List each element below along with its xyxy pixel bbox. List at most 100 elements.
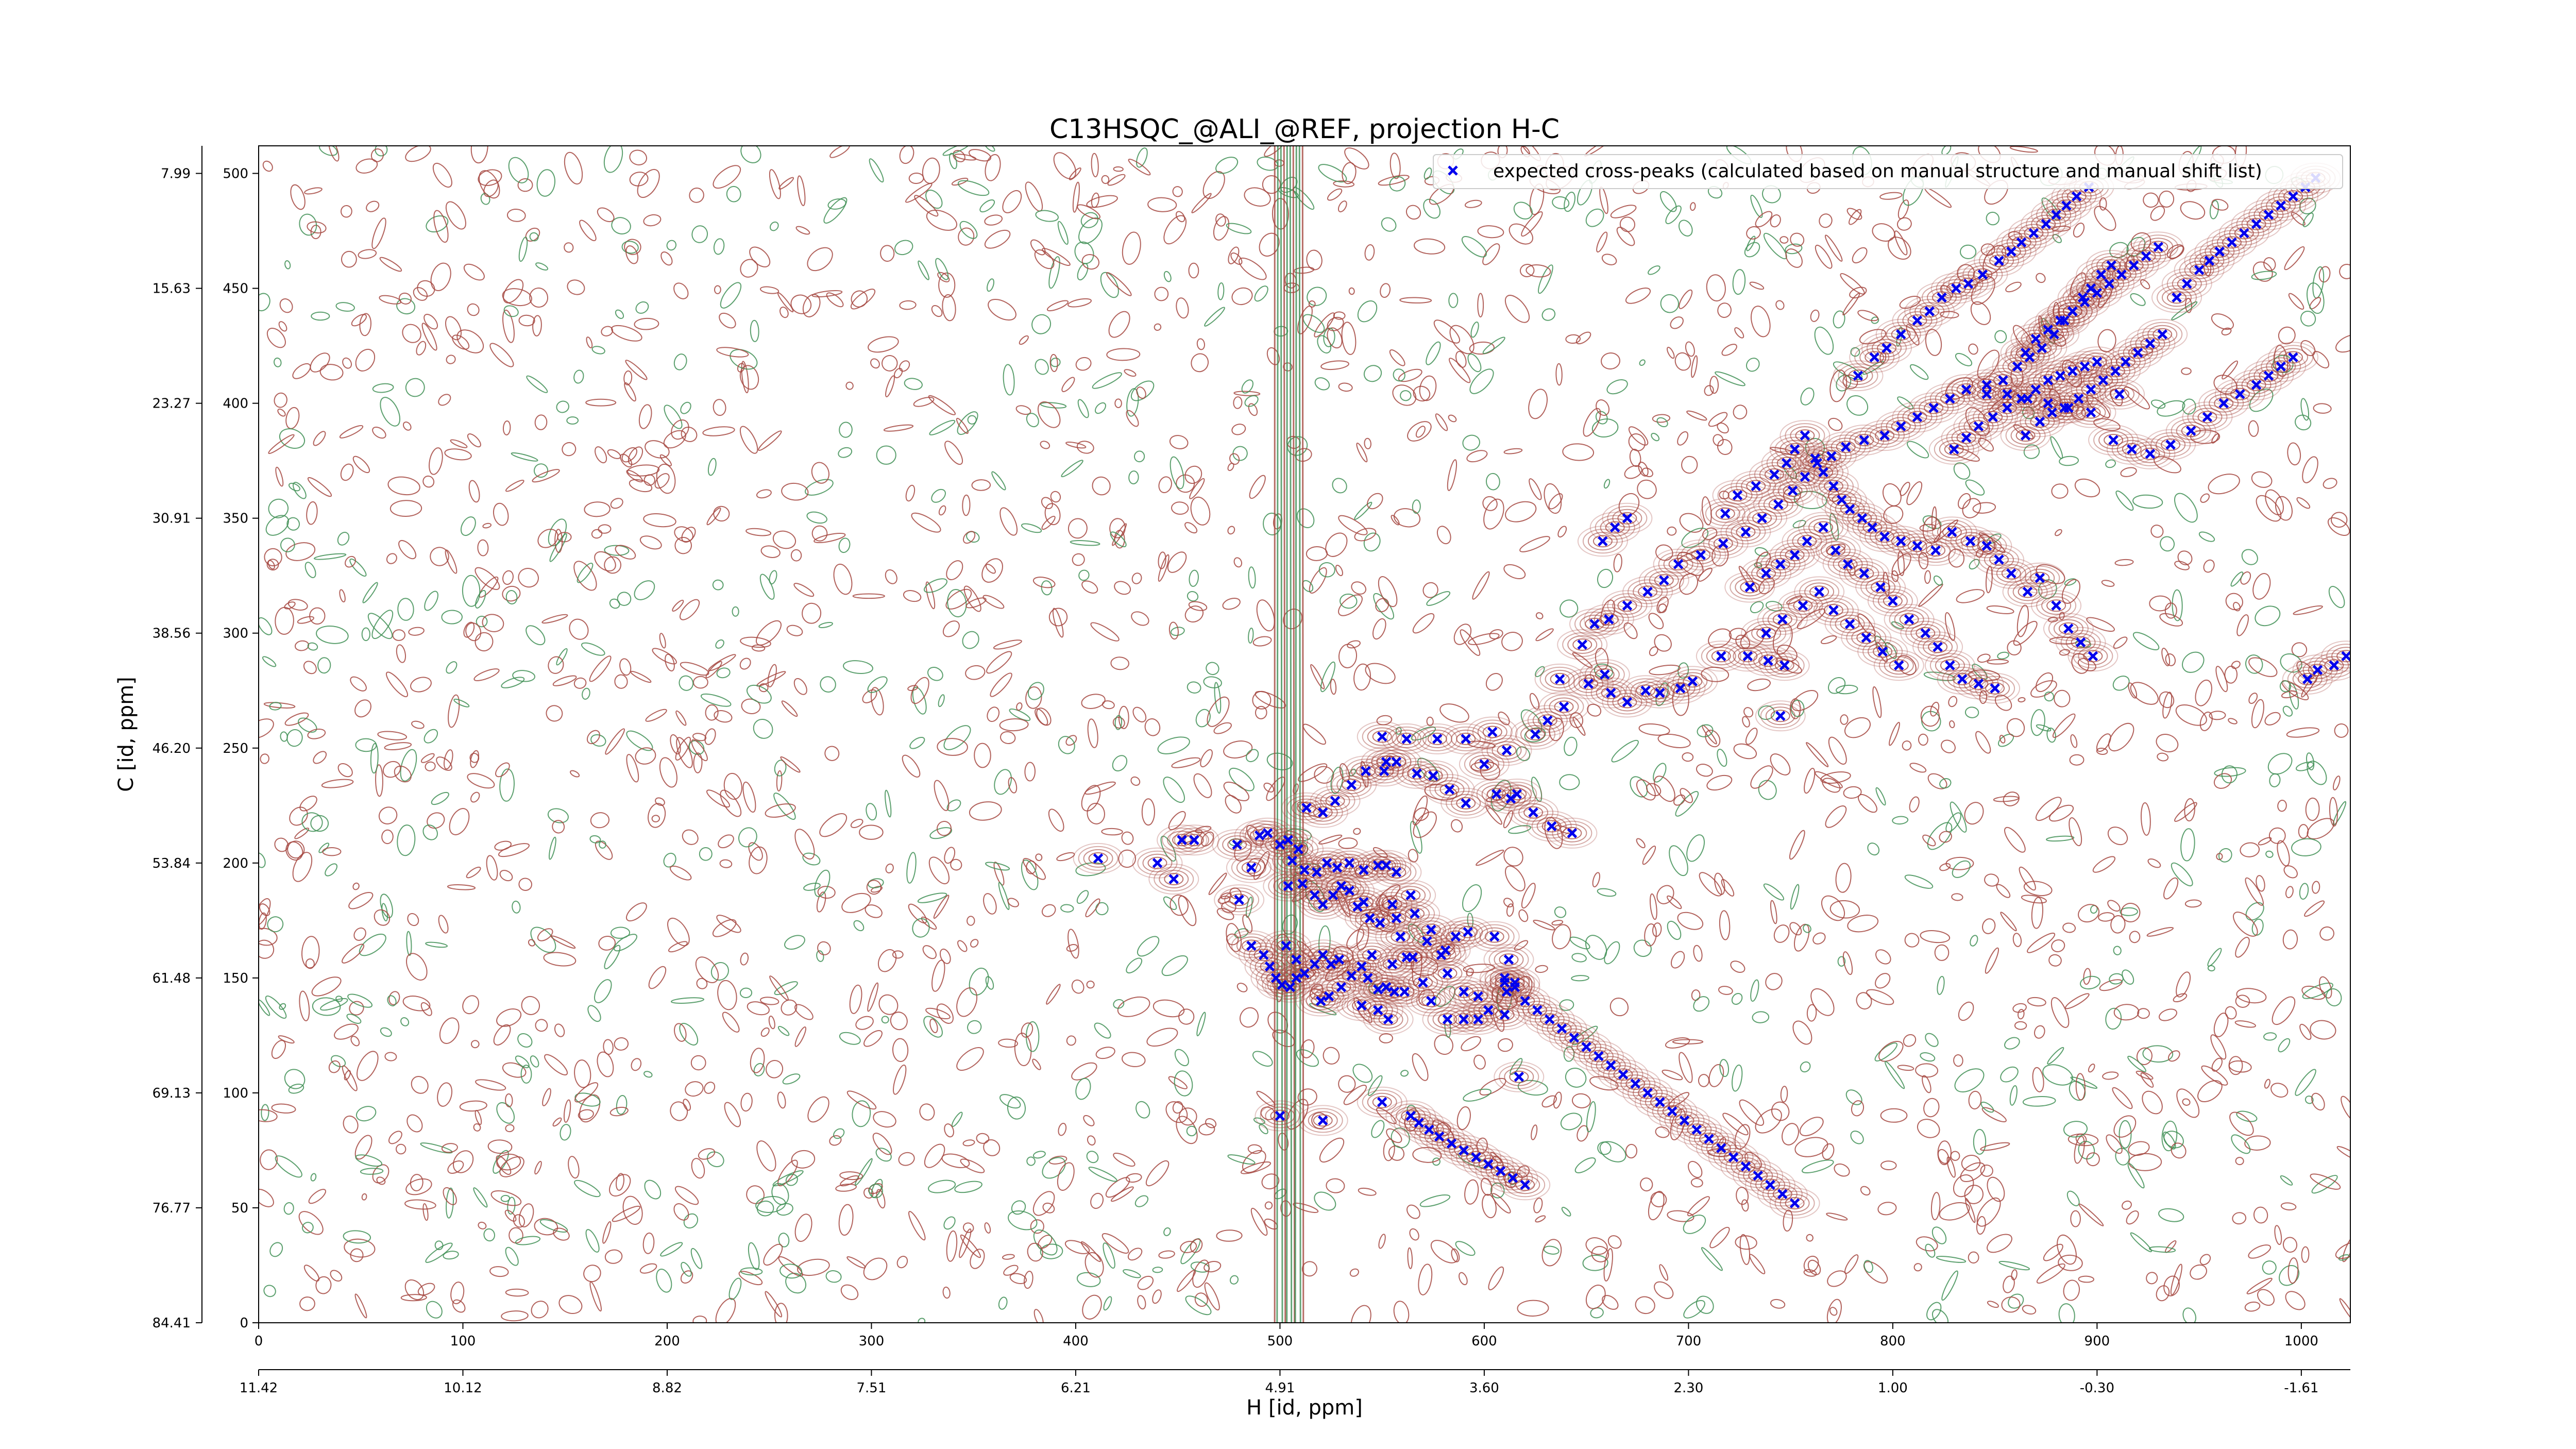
- peak-contour: [1417, 935, 1437, 948]
- expected-cross-peak-marker: [2165, 440, 2176, 450]
- noise-contour: [599, 840, 606, 849]
- noise-contour: [1766, 601, 1783, 612]
- noise-contour: [449, 808, 470, 835]
- noise-contour: [405, 1178, 432, 1195]
- noise-contour: [2285, 1291, 2306, 1310]
- noise-contour: [1678, 220, 1693, 237]
- noise-contour: [2197, 1080, 2223, 1103]
- peak-contour: [1249, 954, 1290, 979]
- noise-contour: [1266, 347, 1280, 365]
- noise-contour: [1749, 281, 1765, 290]
- peak-contour: [1490, 786, 1531, 811]
- noise-contour: [740, 952, 749, 966]
- noise-contour: [1476, 1137, 1488, 1154]
- noise-contour: [1756, 551, 1771, 570]
- noise-contour: [957, 180, 990, 196]
- peak-contour: [1292, 798, 1321, 817]
- peak-contour: [1413, 976, 1433, 989]
- noise-contour: [660, 251, 673, 266]
- noise-contour: [2004, 827, 2026, 853]
- noise-contour: [1462, 884, 1482, 912]
- noise-contour: [1462, 434, 1480, 451]
- noise-contour: [748, 1242, 760, 1270]
- peak-contour: [1421, 942, 1462, 968]
- peak-contour: [1336, 990, 1387, 1021]
- noise-contour: [2088, 1064, 2095, 1073]
- noise-contour: [1075, 1077, 1091, 1100]
- noise-contour: [807, 247, 833, 272]
- noise-contour: [518, 1203, 534, 1227]
- noise-contour: [283, 1202, 294, 1215]
- noise-contour: [259, 898, 271, 926]
- expected-cross-peak-marker: [1718, 538, 1728, 549]
- noise-contour: [2007, 718, 2025, 737]
- noise-contour: [706, 507, 721, 526]
- peak-contour: [1224, 890, 1255, 909]
- noise-contour: [883, 424, 914, 432]
- noise-contour: [2078, 1203, 2104, 1226]
- noise-contour: [2070, 272, 2087, 298]
- expected-cross-peak-marker: [1947, 527, 1957, 537]
- noise-contour: [562, 442, 577, 457]
- x-tick-label: 500: [1267, 1334, 1293, 1349]
- noise-contour: [2251, 918, 2264, 936]
- noise-contour: [1168, 621, 1179, 640]
- noise-contour: [1048, 1155, 1067, 1165]
- x-ppm-tick-label: -1.61: [2284, 1380, 2318, 1396]
- noise-contour: [1978, 437, 1994, 452]
- noise-contour: [1399, 297, 1432, 304]
- noise-contour: [1792, 520, 1806, 529]
- noise-contour: [2127, 1055, 2147, 1072]
- noise-contour: [1514, 940, 1529, 951]
- noise-contour: [1110, 1186, 1134, 1202]
- noise-contour: [574, 1059, 591, 1088]
- noise-contour: [704, 728, 716, 745]
- noise-contour: [279, 428, 306, 449]
- noise-contour: [275, 606, 294, 635]
- noise-contour: [2246, 1277, 2273, 1294]
- noise-contour: [518, 878, 532, 891]
- peak-contour: [1336, 951, 1387, 982]
- noise-contour: [2137, 1008, 2150, 1019]
- x-ppm-tick-label: 10.12: [444, 1380, 482, 1396]
- noise-contour: [1392, 384, 1417, 406]
- noise-contour: [1122, 231, 1141, 265]
- peak-contour: [1342, 779, 1362, 791]
- noise-contour: [1076, 890, 1089, 904]
- noise-contour: [2038, 579, 2057, 599]
- expected-cross-peak-marker: [2251, 218, 2262, 229]
- noise-contour: [951, 1111, 963, 1127]
- noise-contour: [594, 979, 612, 1003]
- peak-contour: [1132, 847, 1183, 879]
- noise-contour: [2302, 982, 2333, 999]
- noise-contour: [1184, 465, 1202, 484]
- noise-contour: [928, 395, 956, 415]
- noise-contour: [1978, 532, 2006, 553]
- noise-contour: [869, 1184, 883, 1199]
- expected-cross-peak-marker: [1556, 1023, 1567, 1034]
- noise-contour: [639, 535, 662, 550]
- peak-contour: [1350, 762, 1381, 781]
- noise-contour: [998, 882, 1010, 911]
- noise-contour: [503, 305, 519, 317]
- expected-cross-peak-marker: [1618, 1069, 1629, 1080]
- noise-contour: [1163, 1227, 1171, 1236]
- noise-contour: [2074, 1136, 2085, 1164]
- noise-contour: [1739, 1099, 1765, 1126]
- expected-cross-peak-marker: [2141, 251, 2151, 261]
- x-tick-label: 800: [1880, 1334, 1906, 1349]
- noise-contour: [1027, 682, 1044, 700]
- noise-contour: [2274, 1225, 2282, 1245]
- noise-contour: [335, 302, 355, 312]
- peak-contour: [1411, 917, 1451, 942]
- noise-contour: [2182, 651, 2205, 673]
- noise-contour: [1236, 983, 1248, 992]
- noise-contour: [950, 858, 962, 871]
- noise-contour: [1033, 1309, 1044, 1323]
- noise-contour: [604, 945, 621, 969]
- noise-contour: [929, 419, 956, 435]
- noise-contour: [1323, 1047, 1340, 1065]
- noise-contour: [2142, 1090, 2163, 1115]
- peak-contour: [1437, 1013, 1458, 1026]
- expected-cross-peak-marker: [1554, 674, 1565, 684]
